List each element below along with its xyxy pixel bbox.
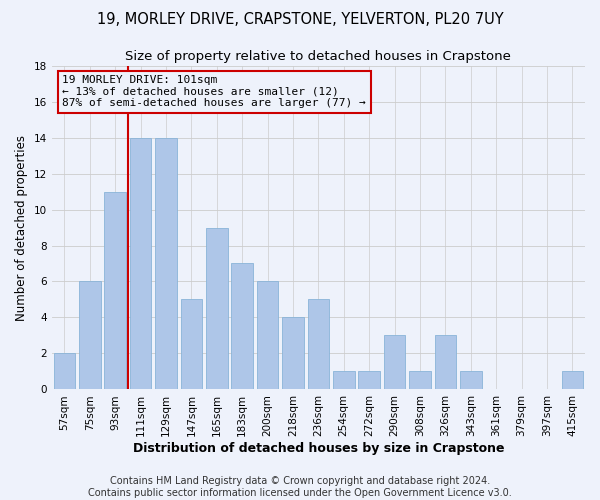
Bar [257, 282, 278, 390]
Bar [308, 300, 329, 390]
Bar [206, 228, 227, 390]
Bar [232, 264, 253, 390]
Bar [333, 372, 355, 390]
Bar [282, 318, 304, 390]
Bar [79, 282, 101, 390]
Bar [358, 372, 380, 390]
Bar [434, 336, 456, 390]
Title: Size of property relative to detached houses in Crapstone: Size of property relative to detached ho… [125, 50, 511, 63]
Bar [409, 372, 431, 390]
Bar [460, 372, 482, 390]
Text: 19 MORLEY DRIVE: 101sqm
← 13% of detached houses are smaller (12)
87% of semi-de: 19 MORLEY DRIVE: 101sqm ← 13% of detache… [62, 76, 366, 108]
Bar [155, 138, 177, 390]
Bar [53, 354, 75, 390]
X-axis label: Distribution of detached houses by size in Crapstone: Distribution of detached houses by size … [133, 442, 504, 455]
Bar [130, 138, 151, 390]
Bar [181, 300, 202, 390]
Bar [104, 192, 126, 390]
Bar [384, 336, 406, 390]
Text: Contains HM Land Registry data © Crown copyright and database right 2024.
Contai: Contains HM Land Registry data © Crown c… [88, 476, 512, 498]
Bar [562, 372, 583, 390]
Text: 19, MORLEY DRIVE, CRAPSTONE, YELVERTON, PL20 7UY: 19, MORLEY DRIVE, CRAPSTONE, YELVERTON, … [97, 12, 503, 28]
Y-axis label: Number of detached properties: Number of detached properties [15, 134, 28, 320]
